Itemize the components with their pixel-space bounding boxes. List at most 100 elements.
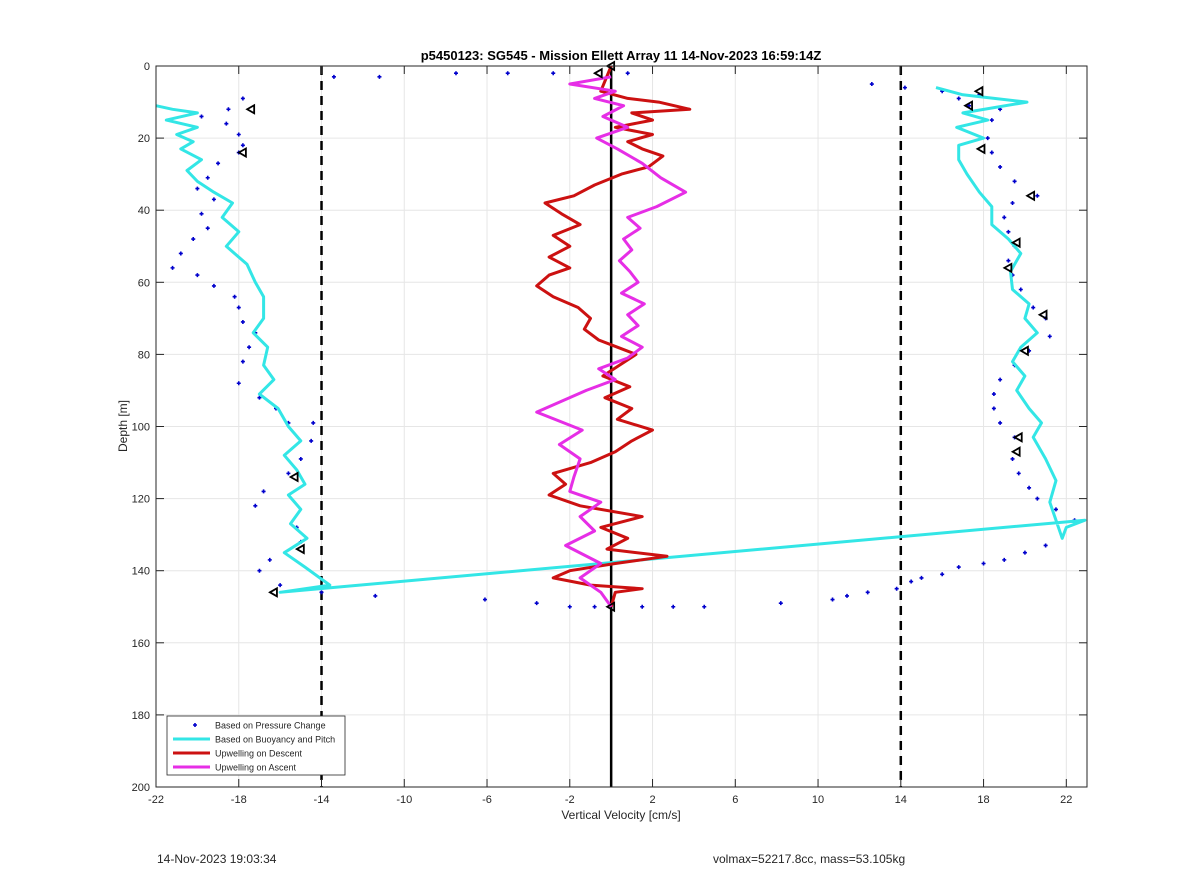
data-point [331,74,336,79]
data-point [1027,485,1032,490]
data-point [534,601,539,606]
legend-label: Based on Pressure Change [215,721,326,731]
data-point [902,85,907,90]
data-point [956,96,961,101]
data-point [1022,550,1027,555]
x-tick-label: -22 [148,794,164,806]
x-tick-label: -2 [565,794,575,806]
x-tick-label: -10 [396,794,412,806]
data-point [869,82,874,87]
y-tick-label: 200 [132,782,150,794]
x-axis-label: Vertical Velocity [cm/s] [561,808,680,822]
y-tick-label: 80 [138,349,150,361]
data-point [236,305,241,310]
data-point [1031,305,1036,310]
triangle-marker [1002,262,1013,274]
x-tick-label: 6 [732,794,738,806]
data-point [267,557,272,562]
x-tick-label: 18 [977,794,989,806]
y-tick-label: 40 [138,205,150,217]
x-tick-label: -14 [314,794,330,806]
data-point [224,121,229,126]
data-point [257,395,262,400]
series-layer [155,60,1087,613]
y-tick-label: 100 [132,422,150,434]
data-point [211,283,216,288]
data-point [989,150,994,155]
x-tick-label: 14 [895,794,907,806]
data-point [240,96,245,101]
legend-label: Based on Buoyancy and Pitch [215,735,335,745]
data-point [240,319,245,324]
data-point [232,294,237,299]
x-tick-label: -6 [482,794,492,806]
series-line [535,75,688,608]
data-point [205,175,210,180]
series-line [535,65,692,608]
triangle-marker [245,103,256,115]
data-point [195,273,200,278]
data-point [671,604,676,609]
data-point [453,71,458,76]
data-point [257,568,262,573]
data-point [1035,496,1040,501]
data-point [940,572,945,577]
triangle-marker [1012,431,1023,443]
data-point [991,392,996,397]
data-point [1047,334,1052,339]
data-point [1006,258,1011,263]
legend-label: Upwelling on Descent [215,749,303,759]
data-point [205,226,210,231]
triangle-marker [237,146,247,159]
data-point [311,420,316,425]
data-point [199,114,204,119]
data-point [377,74,382,79]
data-point [373,593,378,598]
y-tick-label: 160 [132,638,150,650]
triangle-marker [288,471,299,483]
data-point [592,604,597,609]
triangle-marker [973,85,984,97]
data-point [240,143,245,148]
y-tick-label: 120 [132,494,150,506]
x-tick-label: 2 [649,794,655,806]
data-point [778,601,783,606]
y-tick-label: 20 [138,133,150,145]
data-point [1053,507,1058,512]
data-point [278,583,283,588]
triangle-marker [295,543,305,555]
data-point [1002,557,1007,562]
footer-volmax-mass: volmax=52217.8cc, mass=53.105kg [713,852,906,866]
data-point [1016,471,1021,476]
data-point [211,197,216,202]
triangle-marker [1025,190,1036,202]
data-point [909,579,914,584]
data-point [985,136,990,141]
x-tick-label: -18 [231,794,247,806]
y-tick-label: 180 [132,710,150,722]
data-point [1006,229,1011,234]
data-point [567,604,572,609]
data-point [845,593,850,598]
data-point [1002,215,1007,220]
data-point [236,381,241,386]
data-point [998,164,1003,169]
y-tick-label: 60 [138,277,150,289]
data-point [640,604,645,609]
data-point [309,438,314,443]
triangle-marker [1010,446,1021,458]
data-point [178,251,183,256]
data-point [1010,456,1015,461]
data-point [240,359,245,364]
data-point [216,161,221,166]
data-point [956,565,961,570]
data-point [191,237,196,242]
data-point [170,265,175,270]
data-point [199,211,204,216]
triangle-marker [592,67,603,79]
y-tick-label: 0 [144,61,150,73]
data-point [286,471,291,476]
triangle-marker [1019,345,1029,357]
data-point [1010,200,1015,205]
